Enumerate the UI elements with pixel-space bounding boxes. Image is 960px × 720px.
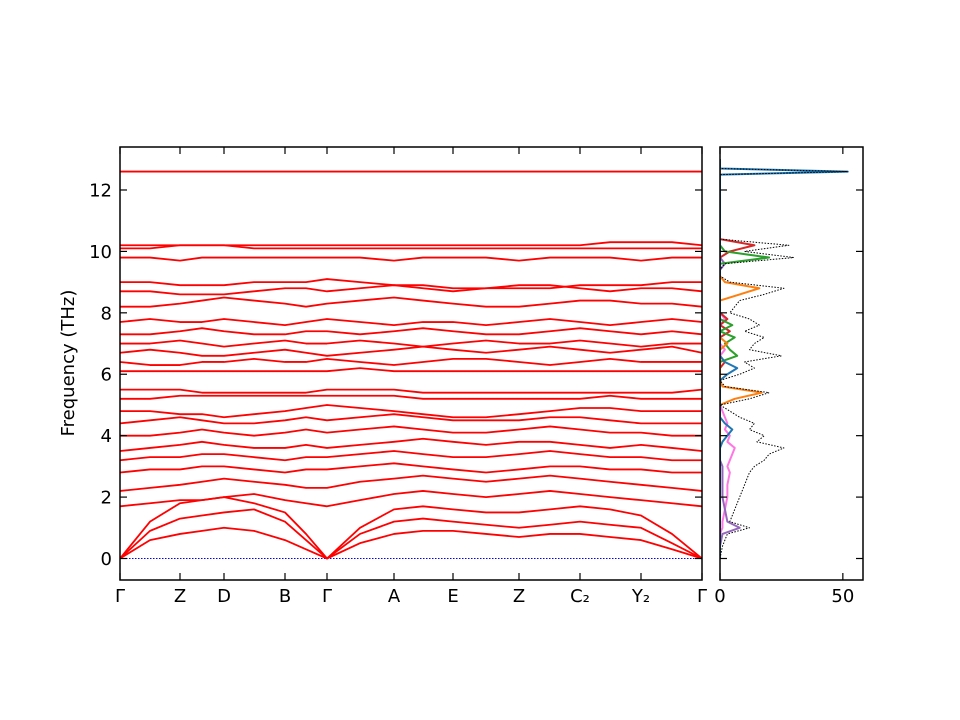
dos-line	[720, 159, 756, 559]
x-tick-label: C₂	[570, 586, 590, 607]
band-line	[120, 404, 702, 419]
band-line	[120, 345, 702, 357]
x-tick-label: 50	[831, 586, 854, 607]
x-tick-label: 0	[714, 586, 725, 607]
dos-line	[720, 159, 736, 559]
y-tick-label: 2	[101, 488, 112, 509]
band-line	[120, 327, 702, 336]
band-line	[120, 425, 702, 437]
band-line	[120, 508, 702, 560]
plot-frame	[719, 146, 864, 581]
band-line	[120, 490, 702, 508]
band-line	[120, 496, 702, 560]
dos-line	[720, 159, 771, 559]
x-tick-label: Z	[513, 586, 525, 607]
band-line	[120, 256, 702, 262]
band-line	[120, 284, 702, 296]
x-tick-label: Γ	[697, 586, 707, 607]
band-line	[120, 318, 702, 327]
y-axis-label: Frequency (THz)	[58, 290, 79, 437]
band-line	[120, 339, 702, 348]
y-tick-label: 6	[101, 365, 112, 386]
band-line	[120, 388, 702, 394]
band-line	[120, 394, 702, 400]
band-line	[120, 462, 702, 474]
band-line	[120, 526, 702, 560]
band-line	[120, 413, 702, 425]
dos-line	[720, 159, 849, 559]
y-tick-label: 4	[101, 426, 112, 447]
x-tick-label: Γ	[322, 586, 332, 607]
x-tick-label: E	[447, 586, 458, 607]
x-tick-label: A	[388, 586, 401, 607]
band-line	[120, 241, 702, 247]
x-tick-label: Γ	[115, 586, 125, 607]
dos-line	[720, 159, 849, 559]
y-tick-label: 0	[101, 549, 112, 570]
plot-frame	[119, 146, 703, 581]
band-line	[120, 437, 702, 452]
x-tick-label: Y₂	[631, 586, 650, 607]
band-line	[120, 450, 702, 462]
y-tick-label: 12	[89, 180, 112, 201]
band-line	[120, 367, 702, 373]
x-tick-label: B	[279, 586, 291, 607]
y-tick-label: 10	[89, 242, 112, 263]
band-line	[120, 474, 702, 492]
band-line	[120, 278, 702, 290]
x-tick-label: Z	[174, 586, 186, 607]
band-line	[120, 296, 702, 308]
x-tick-label: D	[217, 586, 231, 607]
band-line	[120, 357, 702, 366]
dos-line	[720, 159, 741, 559]
y-tick-label: 8	[101, 303, 112, 324]
